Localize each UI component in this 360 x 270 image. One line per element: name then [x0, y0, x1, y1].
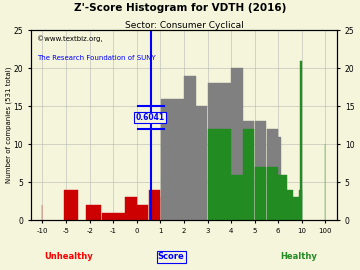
Bar [278, 174, 281, 220]
Bar [137, 205, 148, 220]
Bar [70, 190, 78, 220]
Bar [243, 129, 255, 220]
Bar [299, 190, 302, 220]
Text: The Research Foundation of SUNY: The Research Foundation of SUNY [37, 55, 156, 61]
Bar [125, 197, 136, 220]
Bar [64, 190, 70, 220]
Text: Score: Score [158, 252, 185, 261]
Bar [281, 174, 284, 220]
Bar [287, 190, 290, 220]
Y-axis label: Number of companies (531 total): Number of companies (531 total) [5, 67, 12, 183]
Bar [220, 83, 231, 220]
Bar [267, 129, 278, 220]
Bar [255, 167, 266, 220]
Bar [284, 174, 287, 220]
Bar [184, 76, 195, 220]
Bar [231, 174, 243, 220]
Text: 0.6041: 0.6041 [135, 113, 165, 122]
Bar [208, 129, 219, 220]
Bar [278, 137, 281, 220]
Bar [86, 205, 101, 220]
Bar [161, 99, 172, 220]
Bar [293, 197, 296, 220]
Bar [149, 190, 160, 220]
Bar [220, 129, 231, 220]
Bar [196, 106, 207, 220]
Text: Healthy: Healthy [280, 252, 317, 261]
Text: Unhealthy: Unhealthy [45, 252, 93, 261]
Text: ©www.textbiz.org,: ©www.textbiz.org, [37, 36, 103, 42]
Text: Z'-Score Histogram for VDTH (2016): Z'-Score Histogram for VDTH (2016) [74, 3, 286, 13]
Title: Sector: Consumer Cyclical: Sector: Consumer Cyclical [125, 21, 243, 30]
Bar [290, 190, 293, 220]
Bar [243, 121, 255, 220]
Bar [172, 99, 184, 220]
Bar [296, 197, 299, 220]
Bar [161, 197, 172, 220]
Bar [255, 121, 266, 220]
Bar [231, 68, 243, 220]
Bar [208, 83, 219, 220]
Bar [300, 60, 302, 220]
Bar [267, 167, 278, 220]
Bar [102, 212, 125, 220]
